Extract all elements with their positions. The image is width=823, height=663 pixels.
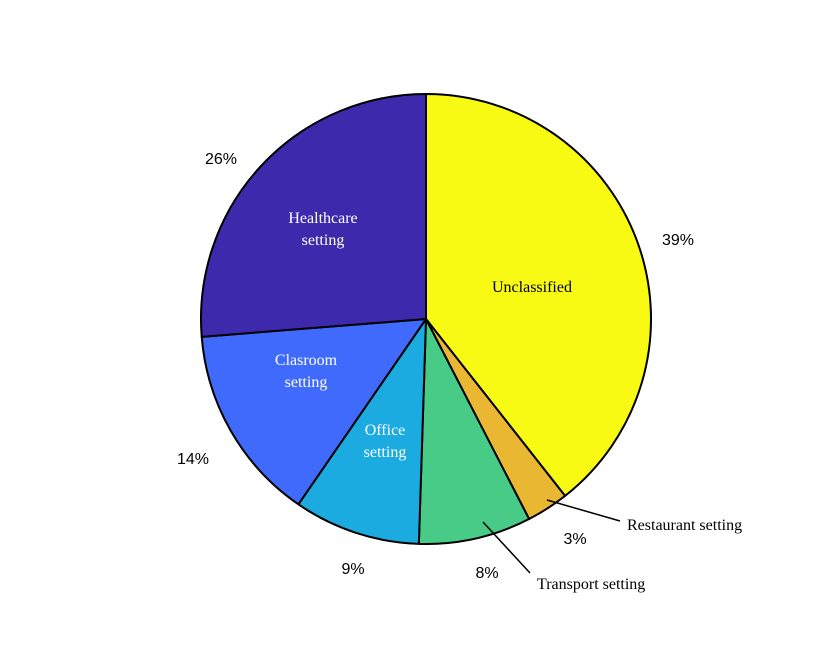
pie-category-label: Office setting xyxy=(364,422,407,461)
pie-percent-label: 26% xyxy=(205,151,237,168)
pie-category-label: Transport setting xyxy=(537,576,645,593)
pie-slices xyxy=(200,93,652,545)
pie-percent-label: 9% xyxy=(341,561,364,578)
pie-category-label: Healthcare setting xyxy=(288,210,357,249)
callout-line xyxy=(482,521,531,574)
pie-slice-unclassified xyxy=(425,93,652,497)
pie-labels: 39% Unclassified 3% Restaurant setting 8% Tra… xyxy=(177,151,742,593)
pie-slice-clasroom-setting xyxy=(200,318,427,506)
pie-category-label: Clasroom setting xyxy=(275,352,338,391)
pie-percent-label: 39% xyxy=(662,232,694,249)
pie-slice-office-setting xyxy=(297,318,427,545)
pie-percent-label: 3% xyxy=(563,531,586,548)
pie-slice-healthcare-setting xyxy=(200,93,427,338)
pie-category-label: Unclassified xyxy=(492,279,572,296)
pie-category-label: Restaurant setting xyxy=(627,517,742,534)
pie-slice-transport-setting xyxy=(417,318,531,545)
pie-percent-label: 14% xyxy=(177,451,209,468)
pie-percent-label: 8% xyxy=(475,565,498,582)
callout-line xyxy=(546,499,621,522)
